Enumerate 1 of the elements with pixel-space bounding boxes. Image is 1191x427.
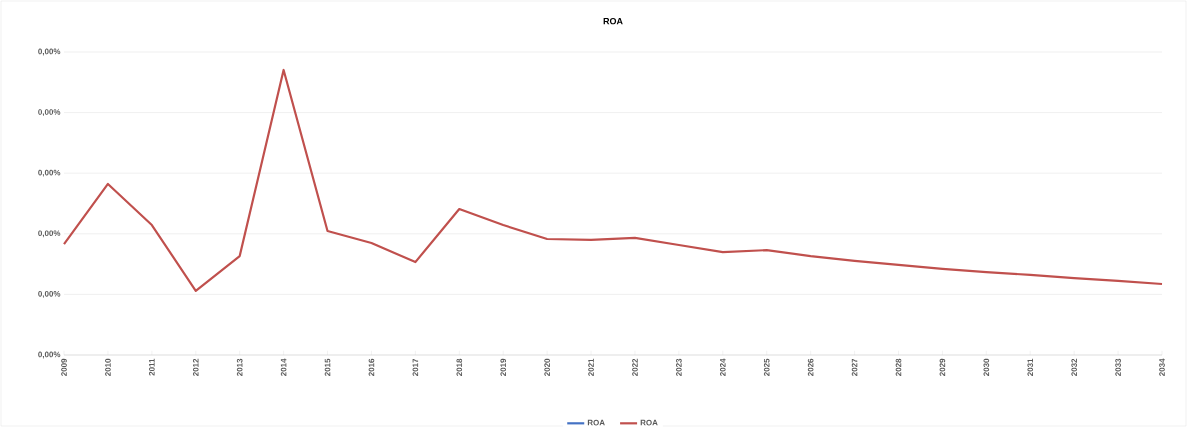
chart-title: ROA xyxy=(603,17,623,25)
